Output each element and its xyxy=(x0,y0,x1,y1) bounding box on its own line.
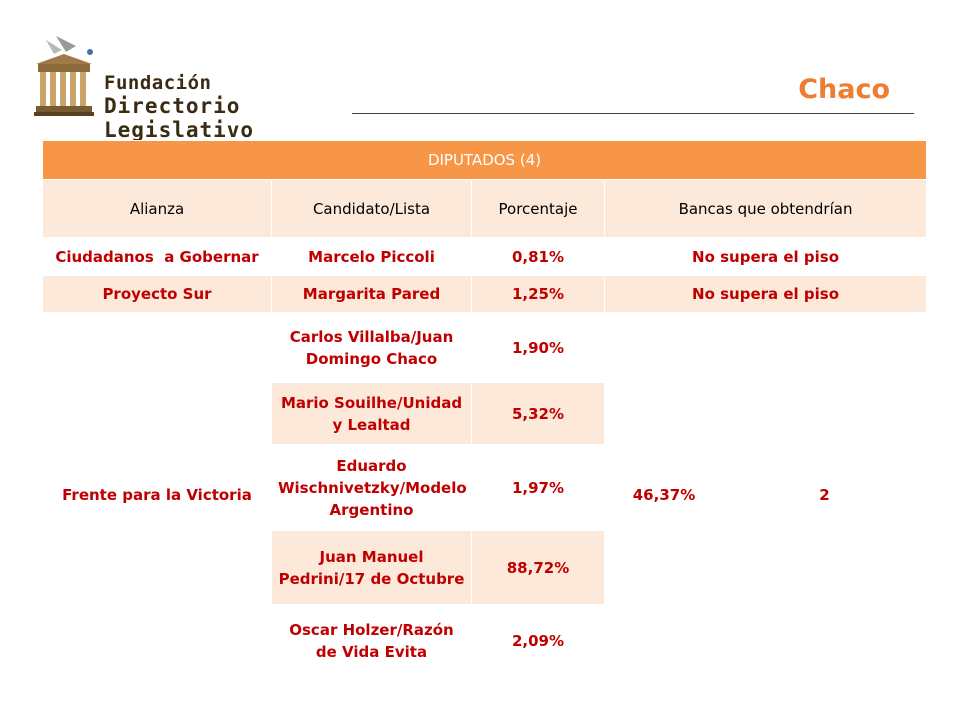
cell-bancas: No supera el piso xyxy=(603,275,928,313)
cell-porcentaje: 1,25% xyxy=(471,275,605,313)
table-row: Eduardo Wischnivetzky/Modelo Argentino 1… xyxy=(43,444,927,531)
title-divider xyxy=(352,113,914,114)
column-header-porcentaje: Porcentaje xyxy=(471,179,605,238)
cell-alianza-frente: Frente para la Victoria xyxy=(42,312,272,677)
table-row: Mario Souilhe/Unidad y Lealtad 5,32% xyxy=(43,382,927,445)
cell-porcentaje: 88,72% xyxy=(471,530,605,605)
table-banner-row: DIPUTADOS (4) xyxy=(41,140,928,180)
cell-candidato: Marcelo Piccoli xyxy=(271,237,472,276)
cell-porcentaje: 5,32% xyxy=(471,382,605,445)
column-header-candidato: Candidato/Lista xyxy=(271,179,472,238)
cell-porcentaje: 1,90% xyxy=(471,312,605,383)
building-emblem-icon xyxy=(34,36,94,116)
cell-bancas: No supera el piso xyxy=(603,237,928,276)
cell-porcentaje: 0,81% xyxy=(471,237,605,276)
cell-candidato: Juan Manuel Pedrini/17 de Octubre xyxy=(271,530,472,605)
cell-bancas: 2 xyxy=(819,485,830,504)
cell-porcentaje: 1,97% xyxy=(471,444,605,531)
table-title: DIPUTADOS (4) xyxy=(41,140,928,180)
cell-candidato: Carlos Villalba/Juan Domingo Chaco xyxy=(271,312,472,383)
cell-porcentaje: 2,09% xyxy=(471,604,605,677)
logo-text-foundation: Fundación xyxy=(104,72,212,94)
fundacion-logo: Fundación Directorio Legislativo xyxy=(32,34,332,142)
cell-candidato: Mario Souilhe/Unidad y Lealtad xyxy=(271,382,472,445)
table-header-row: Alianza Candidato/Lista Porcentaje Banca… xyxy=(42,179,928,238)
logo-text-directorio: Directorio Legislativo xyxy=(104,94,255,142)
table-row: Oscar Holzer/Razón de Vida Evita 2,09% xyxy=(43,604,927,677)
table-row: Frente para la Victoria Carlos Villalba/… xyxy=(42,312,928,677)
cell-alianza: Proyecto Sur xyxy=(42,275,272,313)
cell-candidato: Margarita Pared xyxy=(271,275,472,313)
cell-candidato: Oscar Holzer/Razón de Vida Evita xyxy=(271,604,472,677)
table-row: Proyecto Sur Margarita Pared 1,25% No su… xyxy=(42,275,928,313)
province-title: Chaco xyxy=(798,74,890,105)
cell-candidato: Eduardo Wischnivetzky/Modelo Argentino xyxy=(271,444,472,531)
results-table: DIPUTADOS (4) Alianza Candidato/Lista Po… xyxy=(41,140,928,677)
cell-total-porcentaje: 46,37% xyxy=(632,485,696,504)
cell-frente-summary: 46,37% 2 xyxy=(603,312,928,677)
cell-alianza: Ciudadanos a Gobernar xyxy=(42,237,272,276)
column-header-alianza: Alianza xyxy=(42,179,272,238)
column-header-bancas: Bancas que obtendrían xyxy=(603,179,928,238)
table-row: Ciudadanos a Gobernar Marcelo Piccoli 0,… xyxy=(42,237,928,276)
